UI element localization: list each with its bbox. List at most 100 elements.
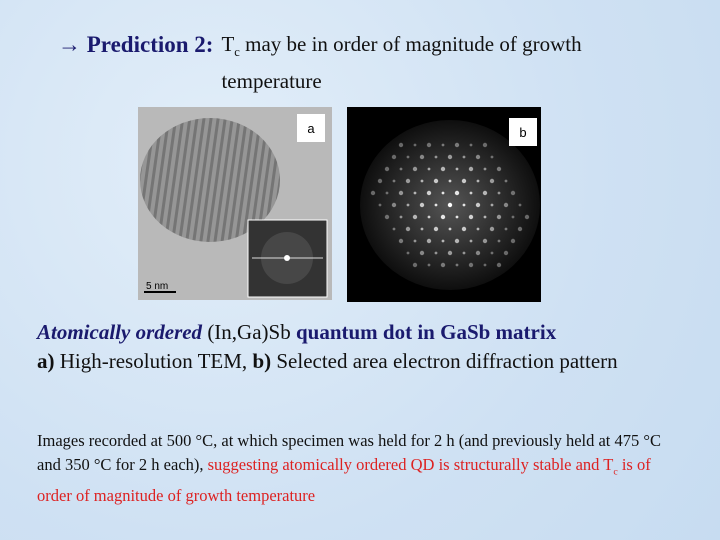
diffraction-spot: [399, 167, 403, 171]
diffraction-spot: [496, 214, 502, 220]
diffraction-spot: [398, 238, 404, 244]
diffraction-spot: [475, 154, 481, 160]
diffraction-spot: [503, 250, 509, 256]
diffraction-spot: [511, 215, 515, 219]
diffraction-spot: [461, 178, 467, 184]
diffraction-spot: [490, 155, 494, 159]
diffraction-spot: [468, 262, 474, 268]
diffraction-spot: [483, 263, 487, 267]
note-highlight-before: suggesting atomically ordered QD is stru…: [207, 455, 614, 474]
diffraction-spot: [469, 143, 473, 147]
diffraction-spot: [447, 202, 453, 208]
diffraction-spot: [412, 262, 418, 268]
diffraction-spot: [504, 227, 508, 231]
note-highlight-after: is of order of magnitude of growth tempe…: [37, 455, 651, 506]
diffraction-spot: [427, 263, 431, 267]
diffraction-spot: [405, 178, 411, 184]
diffraction-spot: [462, 155, 466, 159]
diffraction-spot: [482, 190, 488, 196]
diffraction-spot: [475, 250, 481, 256]
diffraction-spot: [440, 262, 446, 268]
diffraction-spot: [391, 154, 397, 160]
diffraction-spot: [427, 215, 431, 219]
diffraction-spot: [398, 190, 404, 196]
diffraction-spot: [412, 166, 418, 172]
diffraction-spot: [503, 202, 509, 208]
diffraction-spot: [370, 190, 376, 196]
diffraction-spot: [426, 190, 432, 196]
caption-a-text: High-resolution TEM,: [59, 349, 248, 373]
diffraction-spot: [441, 191, 445, 195]
caption-rest: quantum dot in GaSb matrix: [295, 320, 557, 344]
diffraction-spot: [419, 154, 425, 160]
diffraction-spot: [377, 178, 383, 184]
diffraction-spot: [482, 238, 488, 244]
diffraction-spot: [427, 167, 431, 171]
caption-a-label: a): [37, 349, 55, 373]
title-symbol: T: [221, 32, 235, 56]
caption: Atomically ordered (In,Ga)Sb quantum dot…: [37, 318, 677, 376]
diffraction-spot: [406, 155, 410, 159]
diffraction-spot: [462, 251, 466, 255]
diffraction-spot: [490, 203, 494, 207]
diffraction-spot: [447, 250, 453, 256]
diffraction-spot: [455, 263, 459, 267]
diffraction-spot: [504, 179, 508, 183]
diffraction-spot: [440, 166, 446, 172]
diffraction-spot: [483, 215, 487, 219]
caption-material: (In,Ga)Sb: [207, 320, 291, 344]
diffraction-spot: [454, 238, 460, 244]
diffraction-spot: [441, 239, 445, 243]
diffraction-spot: [454, 142, 460, 148]
diffraction-spot: [448, 179, 452, 183]
diffraction-spot: [468, 166, 474, 172]
diffraction-spot: [517, 226, 523, 232]
diffraction-spot: [489, 178, 495, 184]
diffraction-spot: [455, 167, 459, 171]
tem-image: a 5 nm: [138, 107, 332, 300]
diffraction-spot: [497, 191, 501, 195]
diffraction-spot: [426, 142, 432, 148]
note-subscript: c: [613, 466, 618, 478]
diffraction-spot: [399, 215, 403, 219]
title-body: Tc may be in order of magnitude of growt…: [221, 30, 651, 96]
diffraction-spot: [476, 227, 480, 231]
diffraction-spot: [384, 166, 390, 172]
diffraction-spot: [510, 238, 516, 244]
diffraction-spot: [496, 166, 502, 172]
diffraction-spot: [448, 227, 452, 231]
diffraction-spot: [468, 214, 474, 220]
diffraction-spot: [469, 191, 473, 195]
diffraction-spot: [412, 214, 418, 220]
diffraction-spot: [413, 143, 417, 147]
diffraction-spot: [490, 251, 494, 255]
diffraction-spot: [398, 142, 404, 148]
diffraction-spot: [392, 179, 396, 183]
title-rest: may be in order of magnitude of growth t…: [221, 32, 582, 94]
diffraction-spot: [434, 155, 438, 159]
note: Images recorded at 500 °C, at which spec…: [37, 429, 687, 508]
diffraction-spot: [496, 262, 502, 268]
diffraction-spot: [433, 178, 439, 184]
diffraction-spot: [413, 191, 417, 195]
diffraction-spot: [510, 190, 516, 196]
diffraction-spot: [524, 214, 530, 220]
note-highlight: suggesting atomically ordered QD is stru…: [37, 455, 651, 505]
title-subscript: c: [234, 45, 240, 60]
caption-b-text: Selected area electron diffraction patte…: [276, 349, 618, 373]
caption-b-label: b): [252, 349, 272, 373]
diffraction-spot: [454, 190, 460, 196]
diffraction-spot: [420, 227, 424, 231]
diffraction-spot: [475, 202, 481, 208]
diffraction-spot: [434, 203, 438, 207]
diffraction-spot: [384, 214, 390, 220]
title: → Prediction 2: Tc may be in order of ma…: [58, 32, 698, 96]
diffraction-spot: [497, 239, 501, 243]
diffraction-spot: [406, 251, 410, 255]
diffraction-spot: [440, 214, 446, 220]
diffraction-spot: [419, 250, 425, 256]
diffraction-spot: [476, 179, 480, 183]
diffraction-spot: [405, 226, 411, 232]
diffraction-spot: [433, 226, 439, 232]
